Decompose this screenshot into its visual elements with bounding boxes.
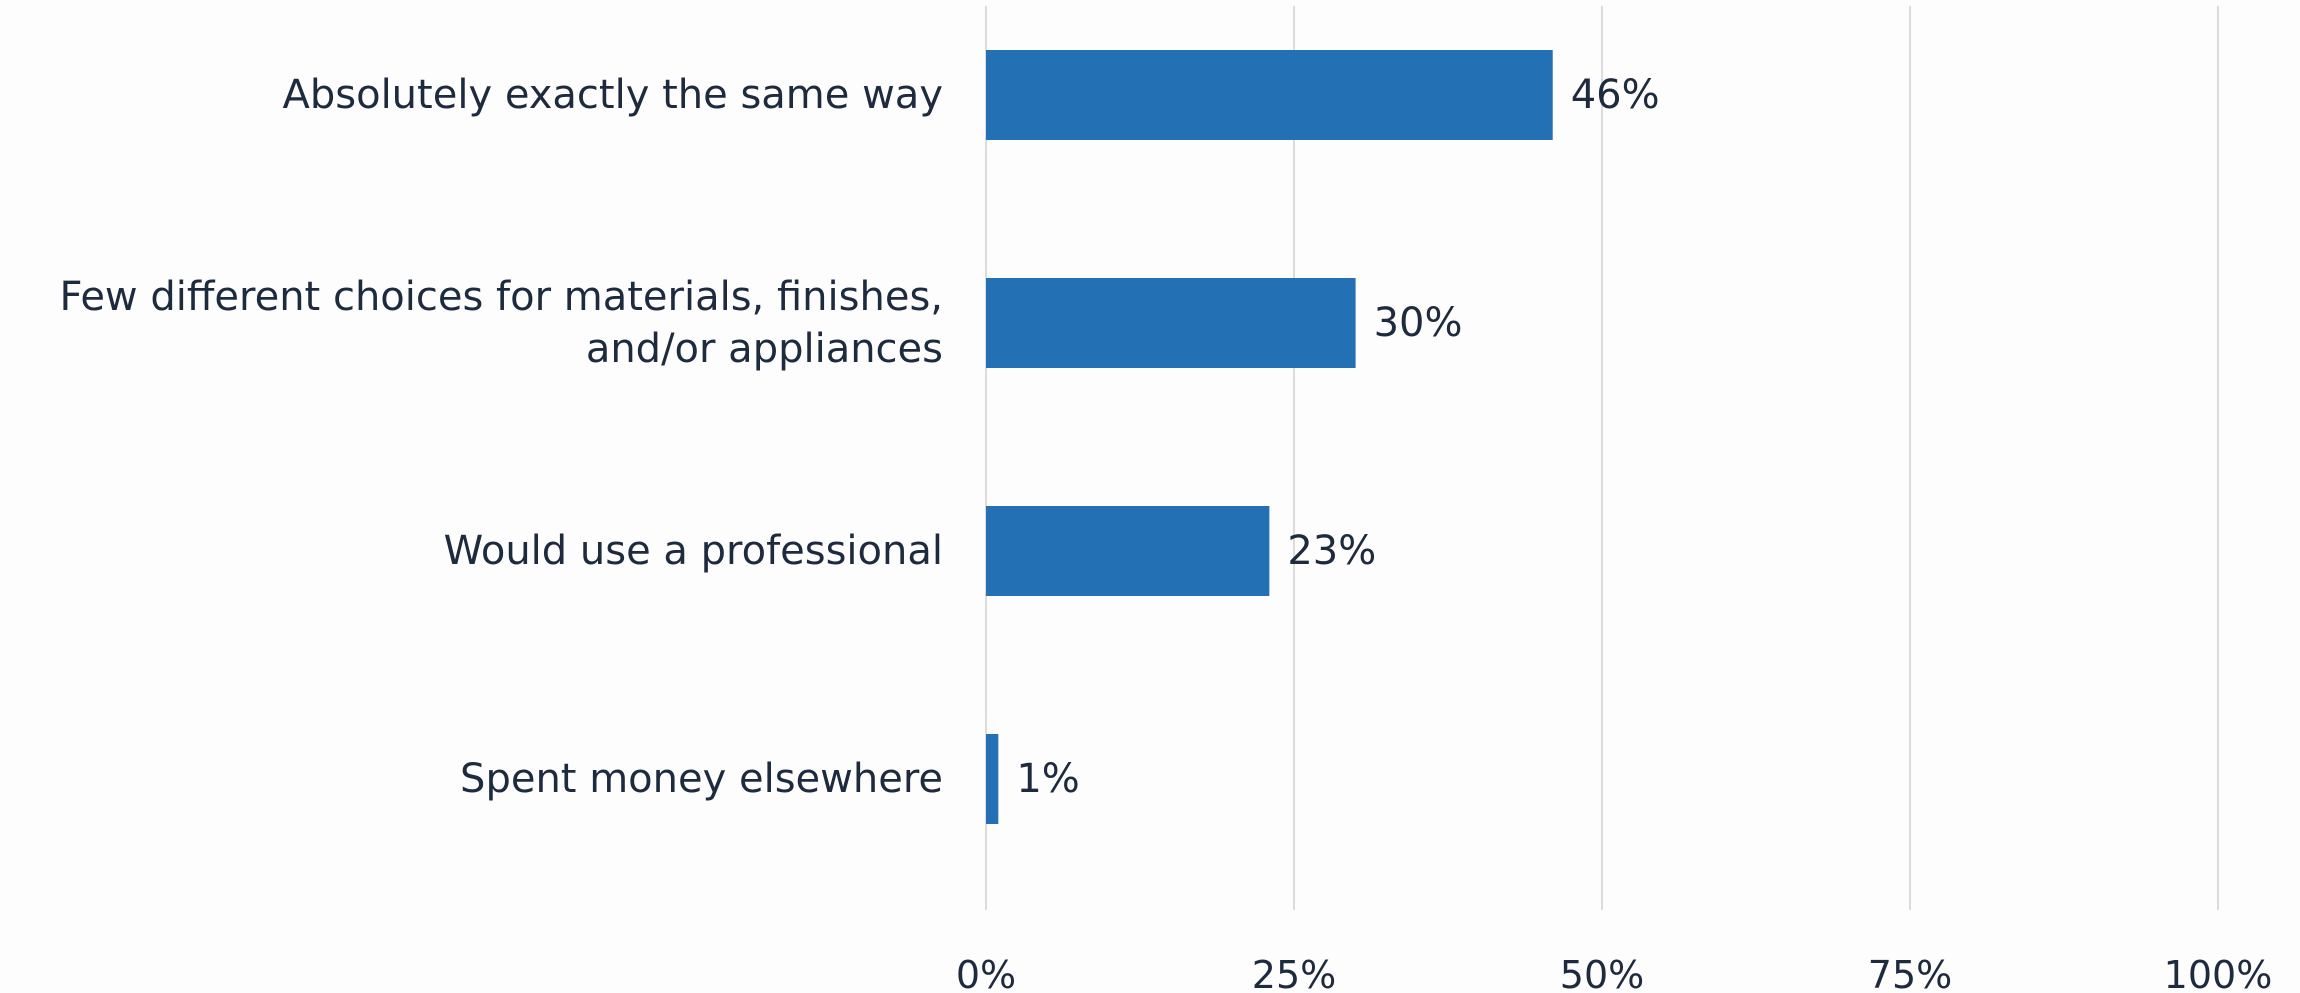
category-label: Few different choices for materials, fin… (60, 274, 944, 320)
category-label: Absolutely exactly the same way (283, 72, 944, 118)
bar (986, 50, 1553, 140)
category-label: and/or appliances (586, 326, 943, 372)
data-label: 23% (1287, 528, 1376, 574)
x-tick-label: 100% (2164, 953, 2273, 993)
bar (986, 734, 999, 824)
bar (986, 278, 1356, 368)
x-tick-label: 50% (1560, 953, 1644, 993)
bar (986, 506, 1270, 596)
category-labels: Absolutely exactly the same way Few diffe… (60, 72, 944, 802)
data-label: 1% (1016, 756, 1079, 802)
x-axis-ticks: 0% 25% 50% 75% 100% (956, 953, 2272, 993)
gridlines (985, 6, 2219, 910)
category-label: Spent money elsewhere (460, 756, 943, 802)
x-tick-label: 0% (956, 953, 1016, 993)
data-labels: 46% 30% 23% 1% (1016, 72, 1659, 802)
x-tick-label: 75% (1868, 953, 1952, 993)
data-label: 46% (1571, 72, 1660, 118)
bars (986, 50, 1553, 824)
x-tick-label: 25% (1252, 953, 1336, 993)
data-label: 30% (1374, 300, 1463, 346)
category-label: Would use a professional (444, 528, 943, 574)
